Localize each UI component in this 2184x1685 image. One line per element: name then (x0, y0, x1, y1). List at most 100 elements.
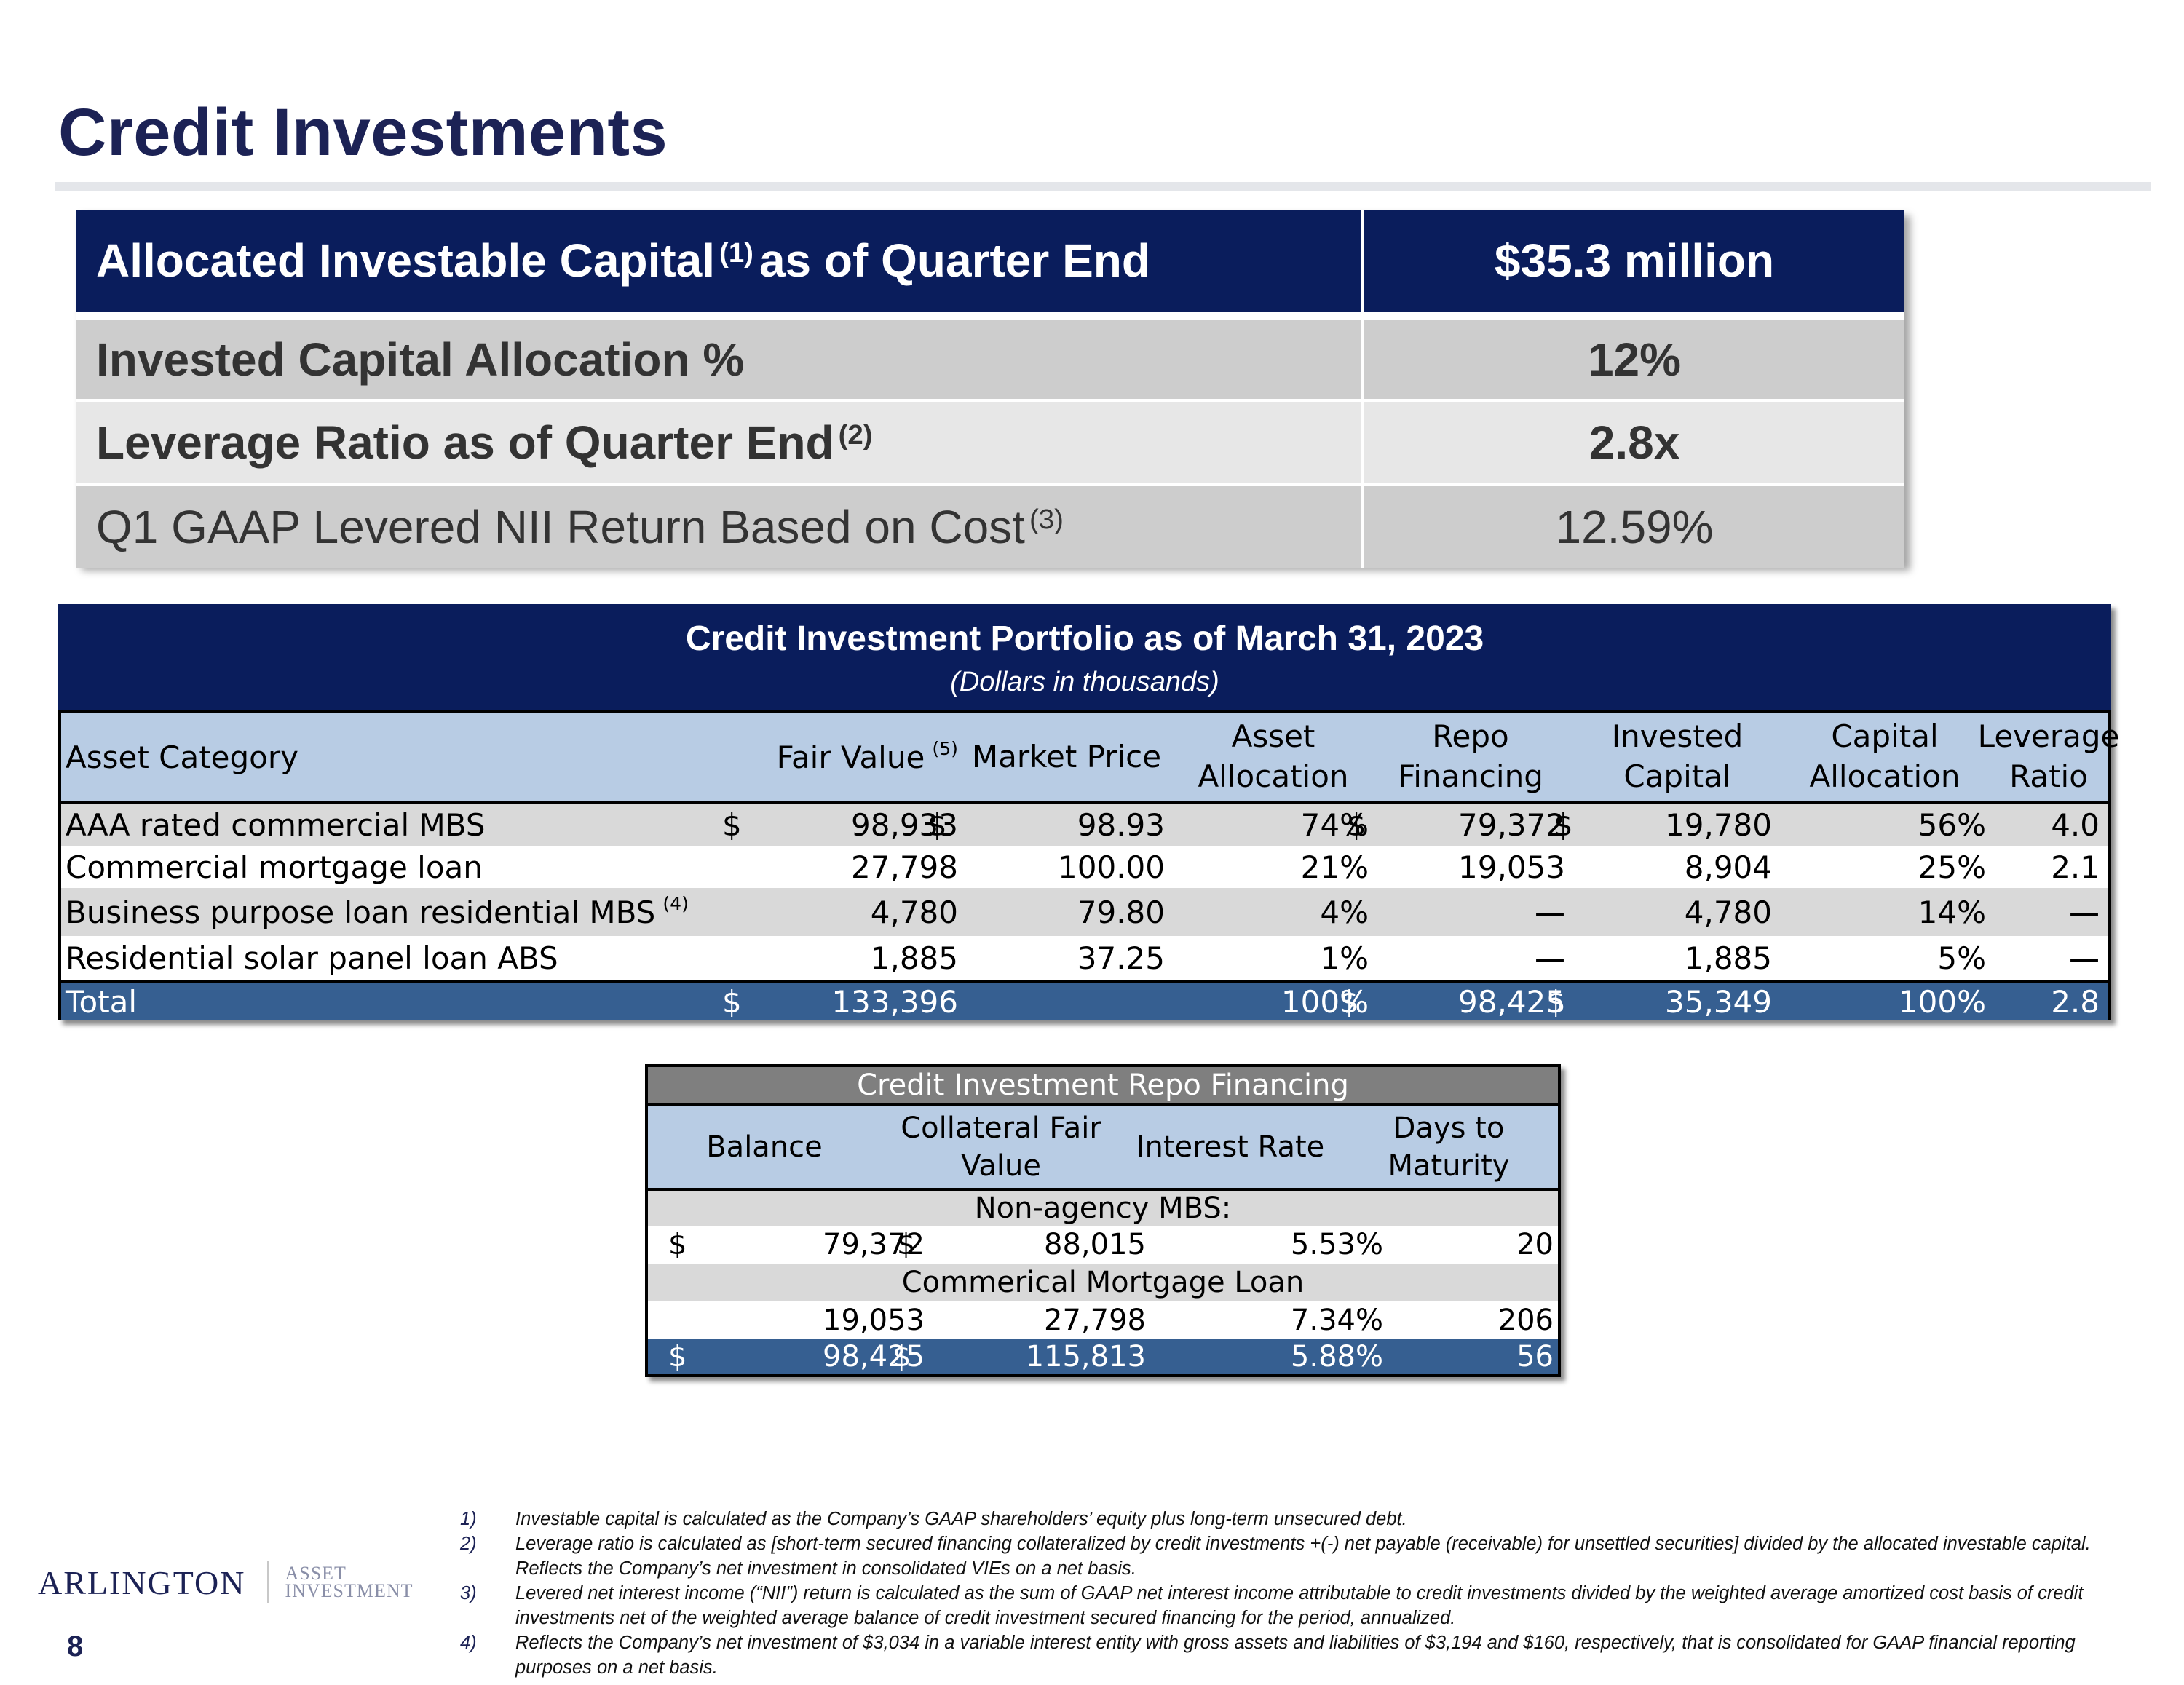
table-row: AAA rated commercial MBS $ 98,933 $ 98.9… (61, 804, 2108, 846)
cell-leverage-ratio: — (2069, 940, 2100, 976)
cell-asset-allocation: 100% (1281, 984, 1369, 1020)
capital-summary-box: Allocated Investable Capital (1) as of Q… (76, 210, 1904, 568)
table-total-row: $ 98,425 $ 115,813 5.88% 56 (648, 1339, 1558, 1374)
logo-subtext-line2: INVESTMENT (285, 1580, 414, 1601)
cell-invested-capital: 8,904 (1684, 849, 1772, 885)
col-header-days-line2: Maturity (1388, 1149, 1510, 1183)
col-header-repo-financing: Repo Financing (1376, 713, 1565, 801)
cell-collateral-fair-value: 115,813 (1025, 1340, 1146, 1373)
cell-invested-capital: 1,885 (1684, 940, 1772, 976)
summary-header-value: $35.3 million (1361, 210, 1904, 312)
repo-table-title-row: Credit Investment Repo Financing (648, 1067, 1558, 1106)
cell-collateral-fair-value: 27,798 (1044, 1304, 1146, 1337)
company-logo: ARLINGTON ASSET INVESTMENT (38, 1561, 414, 1603)
title-divider (55, 182, 2151, 191)
cell-asset-allocation: 4% (1320, 894, 1369, 930)
cell-asset-category-text: Business purpose loan residential MBS (66, 894, 656, 930)
portfolio-table-header: Credit Investment Portfolio as of March … (58, 604, 2111, 710)
footnote-ref: (5) (932, 738, 958, 760)
col-header-balance: Balance (706, 1130, 823, 1164)
cell-repo-financing: — (1535, 940, 1565, 976)
footnote-text: Reflects the Company’s net investment of… (515, 1633, 2076, 1678)
logo-subtext: ASSET INVESTMENT (285, 1564, 414, 1601)
cell-balance-sign: $ (668, 1228, 687, 1261)
cell-days-to-maturity: 206 (1497, 1304, 1554, 1337)
cell-leverage-ratio: 4.0 (2051, 806, 2100, 843)
col-header-capital-allocation: Capital Allocation (1787, 713, 1983, 801)
col-header-fair-value: Fair Value (5) (702, 713, 958, 801)
logo-wordmark: ARLINGTON (38, 1563, 246, 1601)
col-header-repo-financing-line2: Financing (1398, 758, 1543, 794)
footnote-ref: (1) (719, 237, 753, 269)
cell-capital-allocation: 14% (1918, 894, 1986, 930)
summary-header-label-text: Allocated Investable Capital (96, 234, 716, 287)
portfolio-table-body: Asset Category Fair Value (5) Market Pric… (58, 710, 2119, 1020)
cell-interest-rate: 7.34% (1290, 1304, 1383, 1337)
cell-repo-financing: 98,425 (1458, 984, 1565, 1020)
cell-asset-category: Commercial mortgage loan (66, 849, 483, 885)
col-header-days-line1: Days to (1393, 1111, 1505, 1145)
cell-leverage-ratio: — (2069, 894, 2100, 930)
footnote-number: 2) (460, 1534, 477, 1554)
cell-capital-allocation: 5% (1937, 940, 1986, 976)
cell-fair-value: 133,396 (831, 984, 958, 1020)
cell-asset-category: AAA rated commercial MBS (66, 806, 486, 843)
portfolio-column-headers: Asset Category Fair Value (5) Market Pric… (61, 713, 2119, 804)
footnote-text: Investable capital is calculated as the … (515, 1509, 1407, 1529)
cell-market-price: 79.80 (1077, 894, 1165, 930)
page-number: 8 (67, 1630, 84, 1662)
col-header-invested-capital: Invested Capital (1583, 713, 1772, 801)
cell-fair-value: 27,798 (851, 849, 958, 885)
table-row: $ 79,372 $ 88,015 5.53% 20 (648, 1226, 1558, 1264)
cell-asset-allocation: 1% (1320, 940, 1369, 976)
cell-fair-value: 98,933 (851, 806, 958, 843)
col-header-fair-value-text: Fair Value (776, 739, 925, 775)
summary-row: Leverage Ratio as of Quarter End (2) 2.8x (76, 399, 1904, 483)
cell-invested-capital-sign: $ (1546, 984, 1566, 1020)
col-header-capital-allocation-line1: Capital (1831, 718, 1939, 755)
col-header-repo-financing-line1: Repo (1432, 718, 1509, 755)
cell-asset-allocation: 21% (1300, 849, 1369, 885)
footnote: 3) Levered net interest income (“NII”) re… (460, 1581, 2142, 1630)
cell-interest-rate: 5.53% (1290, 1228, 1383, 1261)
col-header-asset-allocation-line2: Allocation (1198, 758, 1349, 794)
summary-row-label-text: Q1 GAAP Levered NII Return Based on Cost (96, 501, 1025, 553)
summary-row-label: Invested Capital Allocation % (76, 320, 1361, 399)
cell-collateral-fair-value: 88,015 (1044, 1228, 1146, 1261)
footnote-text: Leverage ratio is calculated as [short-t… (515, 1534, 2091, 1579)
cell-asset-category: Business purpose loan residential MBS (4) (66, 888, 689, 936)
col-header-leverage-ratio-line2: Ratio (2009, 758, 2088, 794)
repo-section-label-row: Commerical Mortgage Loan (648, 1264, 1558, 1301)
summary-row-value: 2.8x (1361, 402, 1904, 483)
summary-row-label: Q1 GAAP Levered NII Return Based on Cost… (76, 486, 1361, 568)
cell-fair-value: 4,780 (870, 894, 958, 930)
col-header-interest-rate: Interest Rate (1136, 1130, 1325, 1164)
cell-market-price: 98.93 (1077, 806, 1165, 843)
col-header-invested-capital-line2: Capital (1623, 758, 1731, 794)
cell-market-price: 100.00 (1058, 849, 1165, 885)
footnotes: 1) Investable capital is calculated as th… (460, 1507, 2142, 1680)
footnote-text: Levered net interest income (“NII”) retu… (515, 1583, 2084, 1628)
cell-fair-value-sign: $ (722, 806, 742, 843)
cell-repo-sign: $ (1347, 806, 1366, 843)
logo-separator (267, 1561, 269, 1603)
col-header-collateral-line1: Collateral Fair (901, 1111, 1101, 1145)
cell-balance: 79,372 (823, 1228, 925, 1261)
repo-table-title: Credit Investment Repo Financing (857, 1069, 1349, 1102)
footnote-number: 4) (460, 1633, 477, 1653)
cell-capital-allocation: 100% (1898, 984, 1986, 1020)
cell-repo-financing: — (1535, 894, 1565, 930)
cell-collateral-sign: $ (893, 1340, 911, 1373)
cell-repo-financing: 79,372 (1458, 806, 1565, 843)
cell-repo-sign: $ (1340, 984, 1359, 1020)
table-row: Business purpose loan residential MBS (4)… (61, 888, 2108, 936)
cell-leverage-ratio: 2.8 (2051, 984, 2100, 1020)
cell-invested-capital-sign: $ (1554, 806, 1573, 843)
cell-market-price-sign: $ (927, 806, 947, 843)
cell-balance: 19,053 (823, 1304, 925, 1337)
col-header-invested-capital-line1: Invested (1611, 718, 1744, 755)
summary-row-value: 12.59% (1361, 486, 1904, 568)
col-header-market-price: Market Price (971, 738, 1162, 774)
summary-row-label-text: Invested Capital Allocation % (96, 333, 745, 386)
footnote-number: 1) (460, 1509, 477, 1529)
